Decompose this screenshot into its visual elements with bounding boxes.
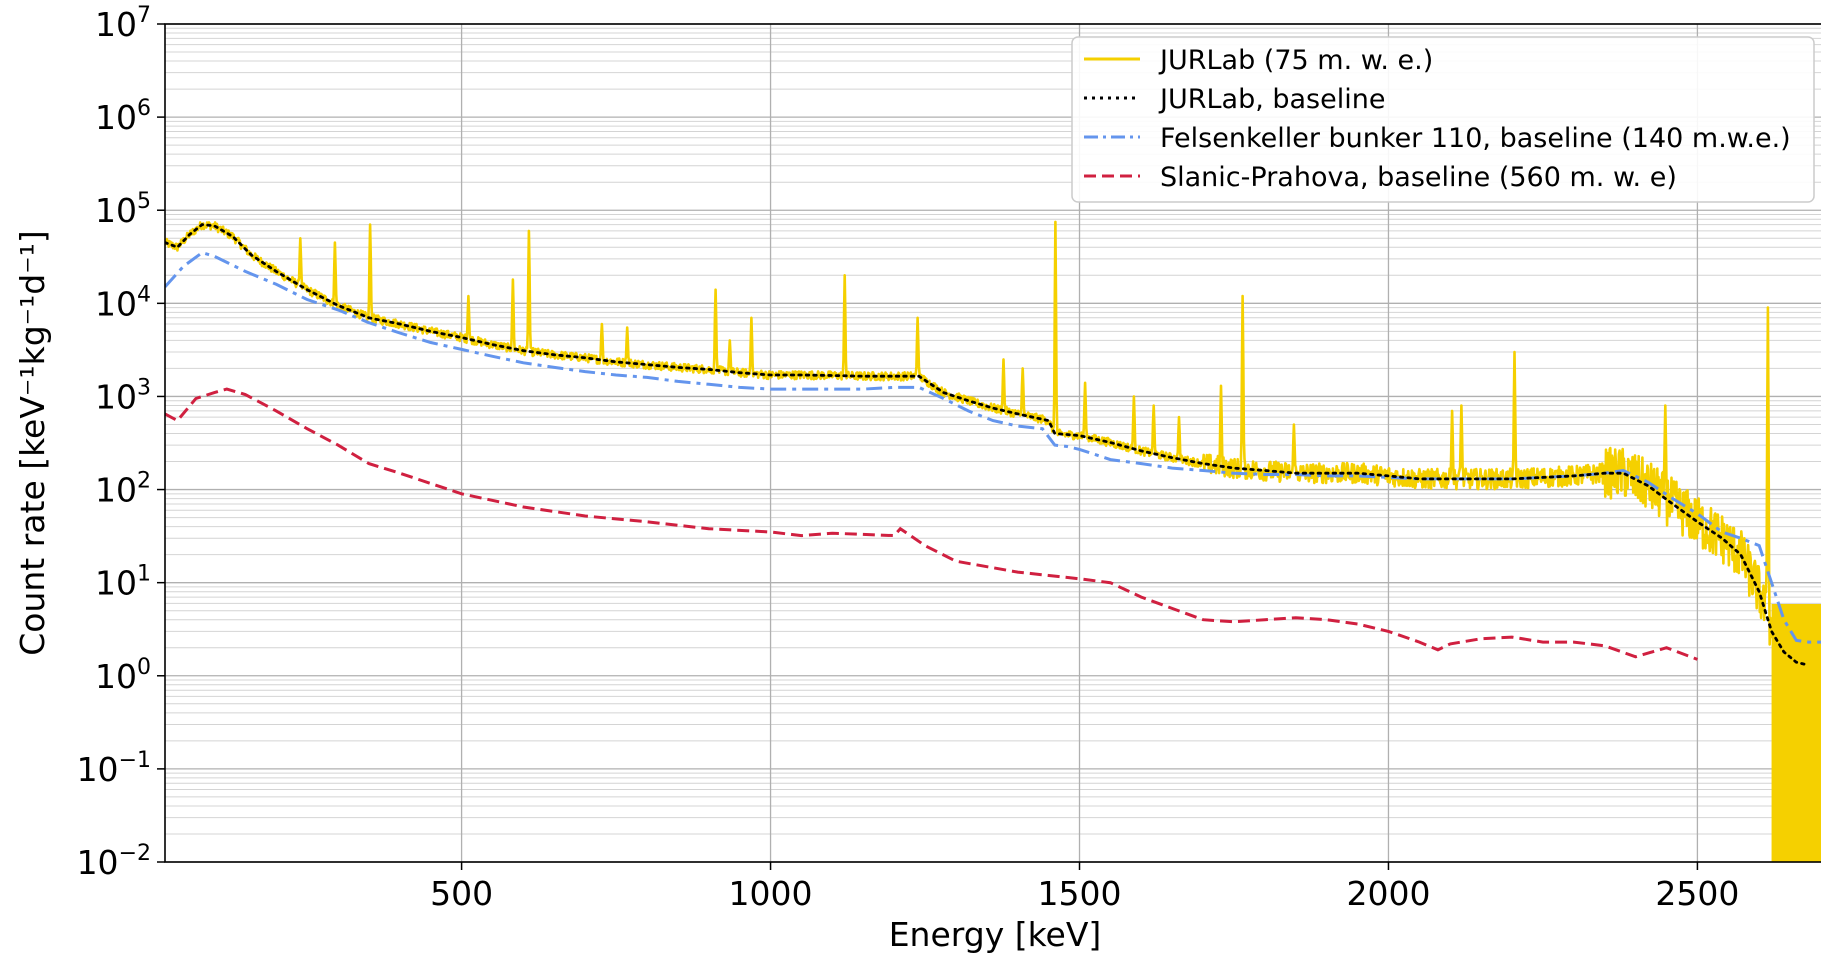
legend-label-slanic: Slanic-Prahova, baseline (560 m. w. e) [1160,162,1677,193]
y-tick-label: 107 [95,3,151,44]
y-tick-label: 106 [95,96,151,137]
series-jurlab-low-edge [1771,604,1821,862]
x-tick-label: 500 [430,874,493,913]
plot-frame [164,23,1821,863]
legend-label-jurlab: JURLab (75 m. w. e.) [1158,45,1433,76]
grid-lines [165,23,1821,863]
y-tick-label: 10−1 [77,748,151,789]
legend-label-jurlab-baseline: JURLab, baseline [1158,84,1385,115]
x-tick-label: 2500 [1655,874,1739,913]
x-tick-label: 1500 [1038,874,1122,913]
y-tick-label: 105 [95,189,151,230]
x-axis-title: Energy [keV] [889,915,1102,954]
series-layer [165,220,1821,862]
series-jurlab-baseline [165,223,1810,667]
legend-label-felsenkeller: Felsenkeller bunker 110, baseline (140 m… [1160,123,1791,154]
legend-box [1071,36,1815,203]
series-slanic [165,387,1698,661]
y-tick-label: 10−2 [77,841,151,882]
x-tick-label: 1000 [729,874,813,913]
x-tick-label: 2000 [1346,874,1430,913]
tick-labels: 500 1000 1500 2000 2500 10−2 10−1 100 101 102 103 1… [77,3,1740,913]
y-tick-label: 104 [95,282,151,323]
series-felsenkeller [165,251,1821,644]
y-tick-label: 100 [95,655,151,696]
y-tick-label: 103 [95,375,151,416]
legend: JURLab (75 m. w. e.) JURLab, baseline Fe… [1071,36,1815,203]
y-axis-title: Count rate [keV⁻¹kg⁻¹d⁻¹] [13,230,52,656]
y-tick-label: 102 [95,469,151,510]
y-tick-label: 101 [95,562,151,603]
series-jurlab [165,220,1773,646]
